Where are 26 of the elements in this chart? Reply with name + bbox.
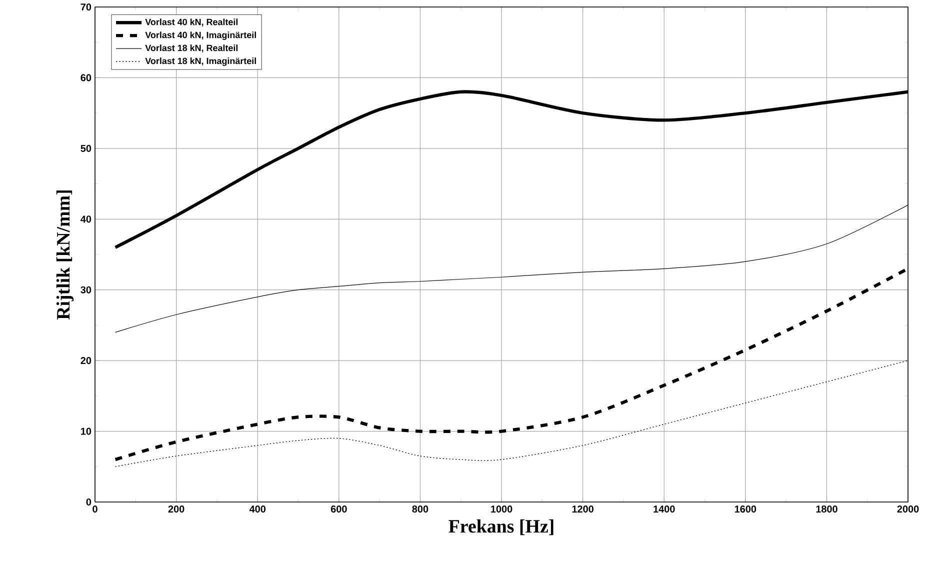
x-tick-label: 1600 [734,506,756,513]
x-tick-label: 200 [168,506,184,513]
legend-label: Vorlast 18 kN, Imaginärteil [145,58,256,66]
y-tick-label: 60 [80,74,92,82]
y-tick-label: 40 [80,216,92,223]
legend-label: Vorlast 18 kN, Realteil [145,44,238,52]
x-tick-label: 0 [92,506,98,513]
x-axis-title: Frekans [Hz] [448,519,554,536]
y-tick-label: 70 [80,3,92,11]
y-axis-title: Rijtlik [kN/mm] [56,190,74,320]
x-tick-label: 1800 [816,506,838,513]
y-tick-label: 10 [81,428,92,435]
x-tick-label: 1000 [491,506,512,513]
x-tick-label: 800 [412,506,428,513]
line-series [114,267,908,462]
y-tick-label: 30 [80,286,92,294]
x-tick-label: 2000 [897,506,919,513]
y-tick-label: 20 [80,357,92,364]
y-tick-label: 0 [86,498,92,506]
legend-label: Vorlast 40 kN, Imaginärteil [145,32,256,40]
x-tick-label: 600 [330,506,347,513]
y-tick-label: 50 [80,144,92,152]
x-tick-label: 1400 [654,506,675,513]
x-tick-label: 1200 [572,506,594,513]
legend-label: Vorlast 40 kN, Realteil [145,18,238,26]
x-tick-label: 400 [249,506,266,513]
